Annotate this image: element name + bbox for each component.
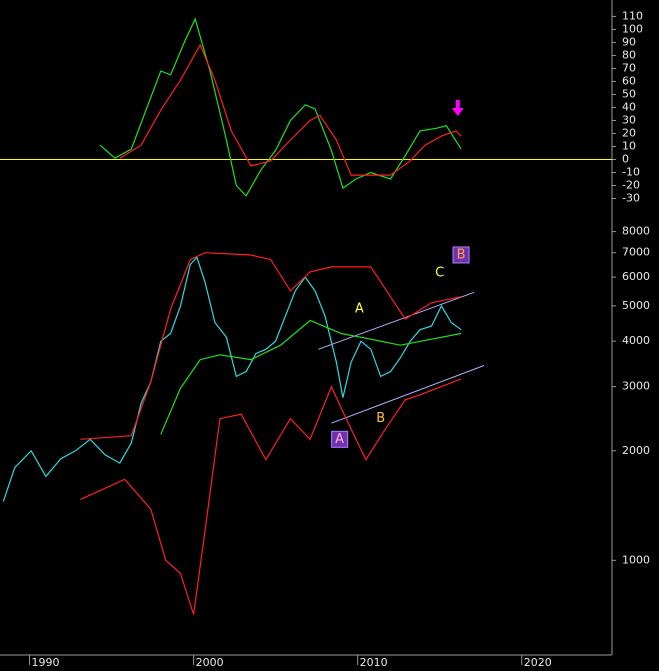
- annotation: B: [376, 411, 385, 426]
- series-line: [80, 378, 462, 615]
- y-tick-label: 40: [622, 100, 636, 113]
- y-tick-label: 1000: [622, 553, 650, 566]
- x-tick-label: 2020: [524, 656, 552, 669]
- x-tick-label: 1990: [32, 656, 60, 669]
- label-box: [331, 430, 349, 448]
- label-box: [452, 246, 470, 264]
- y-tick-label: 8000: [622, 225, 650, 238]
- annotation: B: [457, 247, 466, 262]
- series-line: [160, 319, 462, 435]
- y-tick-label: 20: [622, 126, 636, 139]
- x-tick-label: 2010: [360, 656, 388, 669]
- series-line: [2, 256, 462, 502]
- annotation: A: [355, 302, 364, 317]
- annotation: C: [435, 266, 444, 281]
- y-tick-label: 4000: [622, 334, 650, 347]
- y-tick-label: 10: [622, 139, 636, 152]
- y-tick-label: -30: [622, 191, 640, 204]
- y-tick-label: -20: [622, 178, 640, 191]
- y-tick-label: 6000: [622, 270, 650, 283]
- channel-line: [331, 365, 485, 424]
- x-axis-band: [0, 656, 659, 671]
- y-tick-label: 0: [622, 152, 629, 165]
- arrow: [451, 100, 464, 117]
- y-tick-label: 30: [622, 113, 636, 126]
- channel-line: [318, 291, 475, 350]
- series-line: [80, 252, 462, 440]
- y-tick-label: 110: [622, 9, 643, 22]
- y-tick-label: 100: [622, 22, 643, 35]
- x-tick-label: 2000: [196, 656, 224, 669]
- series-line: [119, 43, 462, 176]
- y-tick-label: 3000: [622, 380, 650, 393]
- y-tick-label: 70: [622, 61, 636, 74]
- y-tick-label: 50: [622, 87, 636, 100]
- y-tick-label: 2000: [622, 444, 650, 457]
- y-tick-label: -10: [622, 165, 640, 178]
- y-tick-label: 5000: [622, 299, 650, 312]
- y-tick-label: 90: [622, 35, 636, 48]
- annotation: A: [335, 432, 344, 447]
- y-tick-label: 60: [622, 74, 636, 87]
- y-tick-label: 7000: [622, 246, 650, 259]
- series-line: [99, 17, 462, 197]
- y-tick-label: 80: [622, 48, 636, 61]
